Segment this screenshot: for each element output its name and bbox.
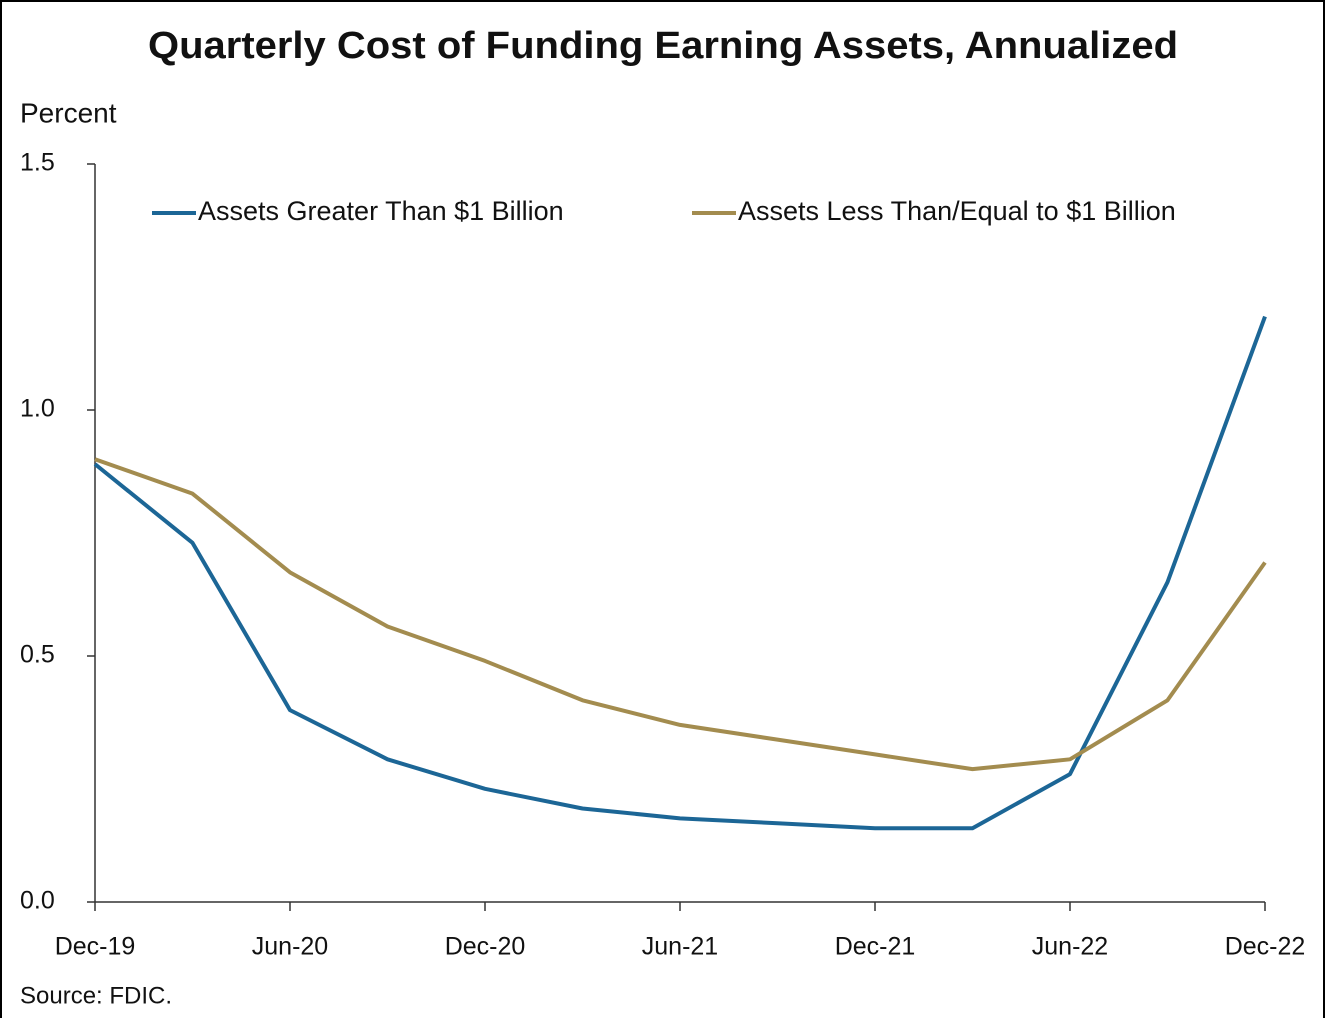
y-tick-label: 1.0 [20,395,55,423]
x-tick-label: Dec-21 [835,933,916,961]
x-tick-label: Jun-20 [252,933,328,961]
y-tick-label: 0.0 [20,887,55,915]
legend-label: Assets Greater Than $1 Billion [198,196,564,226]
y-axis-label: Percent [20,97,117,128]
x-tick-label: Dec-20 [445,933,526,961]
legend-label: Assets Less Than/Equal to $1 Billion [738,196,1176,226]
series-line [94,457,1267,772]
chart-title: Quarterly Cost of Funding Earning Assets… [148,25,1178,67]
x-tick-label: Dec-19 [55,933,136,961]
x-tick-label: Jun-22 [1032,933,1108,961]
x-tick-label: Jun-21 [642,933,718,961]
source-note: Source: FDIC. [20,982,172,1009]
series-line [93,315,1267,831]
x-tick-label: Dec-22 [1225,933,1306,961]
y-tick-label: 0.5 [20,641,55,669]
y-tick-label: 1.5 [20,149,55,177]
